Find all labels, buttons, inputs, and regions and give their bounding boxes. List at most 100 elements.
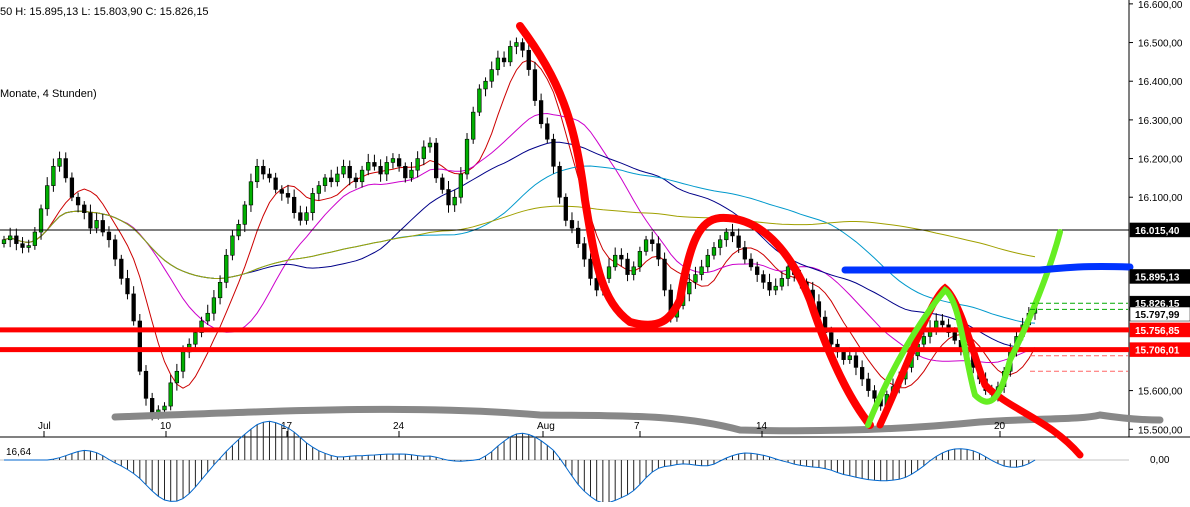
candle-body: [773, 285, 778, 291]
candle-body: [69, 177, 75, 198]
candle-body: [637, 251, 643, 268]
candle-body: [162, 405, 167, 411]
candle-body: [829, 332, 834, 345]
candle-body: [38, 208, 44, 233]
candle-body: [335, 173, 340, 183]
candle-body: [396, 158, 402, 167]
price-box-label: 15.826,15: [1135, 299, 1180, 310]
candle-body: [606, 266, 612, 279]
price-box-label: 15.797,99: [1135, 310, 1180, 321]
candle-body: [347, 165, 352, 179]
candle-body: [292, 196, 297, 213]
candle-body: [643, 239, 649, 252]
candle-body: [421, 146, 426, 159]
candle-body: [711, 247, 717, 256]
ma-very-long: [3, 205, 1036, 280]
date-tick-label: 7: [634, 421, 640, 432]
candle-body: [940, 320, 945, 326]
date-tick-label: 20: [994, 421, 1006, 432]
candle-body: [100, 220, 105, 233]
candle-body: [495, 57, 501, 70]
candle-body: [390, 158, 396, 163]
price-tick-label: 16.100,00: [1138, 193, 1183, 204]
candle-body: [248, 181, 254, 206]
candle-body: [866, 378, 871, 391]
candle-body: [767, 282, 772, 291]
candle-body: [75, 196, 81, 206]
candle-body: [736, 235, 741, 248]
candle-body: [471, 111, 476, 140]
price-tick-label: 16.300,00: [1138, 116, 1183, 127]
candle-body: [180, 351, 186, 372]
candle-body: [20, 243, 25, 248]
candle-body: [779, 278, 785, 287]
candle-body: [230, 235, 235, 256]
ma-mid: [3, 112, 1036, 364]
candle-body: [150, 398, 155, 415]
candle-body: [532, 69, 538, 101]
candle-body: [872, 390, 877, 399]
resistance-blue: [841, 262, 1134, 274]
candle-body: [32, 231, 38, 246]
indicator-value-label: 16,64: [6, 447, 32, 458]
candle-body: [304, 212, 309, 221]
candle-body: [489, 69, 494, 82]
indicator-zero-tick: 0,00: [1150, 455, 1170, 466]
candle-body: [205, 312, 210, 322]
price-box: [1129, 322, 1190, 338]
candle-body: [63, 158, 68, 179]
candle-body: [650, 239, 655, 244]
candle-body: [427, 142, 433, 148]
price-box: [1129, 342, 1190, 357]
candle-body: [576, 227, 581, 244]
price-tick-label: 16.600,00: [1138, 0, 1183, 11]
candle-body: [366, 162, 371, 171]
candle-body: [26, 245, 31, 248]
candle-body: [106, 231, 112, 241]
candle-body: [168, 382, 173, 407]
price-tick-label: 16.200,00: [1138, 155, 1183, 166]
candle-body: [501, 57, 507, 63]
candle-body: [742, 247, 747, 260]
trendline-red-swing: [516, 22, 874, 429]
candle-body: [761, 274, 766, 283]
candle-body: [82, 204, 87, 213]
price-tick-label: 16.400,00: [1138, 77, 1183, 88]
candle-body: [125, 278, 130, 295]
candle-body: [557, 165, 562, 198]
candle-body: [254, 165, 260, 183]
candle-body: [563, 196, 568, 221]
candle-body: [199, 320, 204, 333]
candle-body: [656, 243, 661, 260]
candle-body: [440, 177, 445, 190]
candle-body: [625, 258, 630, 275]
price-box: [1129, 306, 1190, 322]
date-tick-label: Jul: [38, 421, 51, 432]
candle-body: [88, 212, 93, 229]
candle-body: [193, 332, 198, 345]
candle-body: [718, 239, 723, 248]
candle-body: [384, 162, 389, 175]
candle-body: [273, 177, 278, 190]
candle-body: [594, 278, 599, 291]
candle-body: [508, 46, 513, 63]
candle-body: [588, 258, 593, 279]
date-tick-label: Aug: [537, 421, 555, 432]
candle-body: [119, 258, 124, 279]
candle-body: [551, 138, 556, 167]
candle-body: [619, 254, 624, 260]
price-box-label: 15.895,13: [1135, 272, 1180, 283]
candle-body: [952, 332, 957, 341]
candle-body: [859, 367, 865, 380]
candle-body: [730, 231, 735, 237]
candle-body: [112, 239, 118, 260]
candle-body: [687, 282, 692, 295]
candle-body: [853, 355, 859, 368]
candle-body: [705, 254, 710, 268]
candle-body: [514, 42, 519, 47]
price-box-label: 16.015,40: [1135, 226, 1180, 237]
price-box-label: 15.756,85: [1135, 326, 1180, 337]
candle-body: [267, 173, 272, 179]
candle-body: [699, 266, 704, 275]
